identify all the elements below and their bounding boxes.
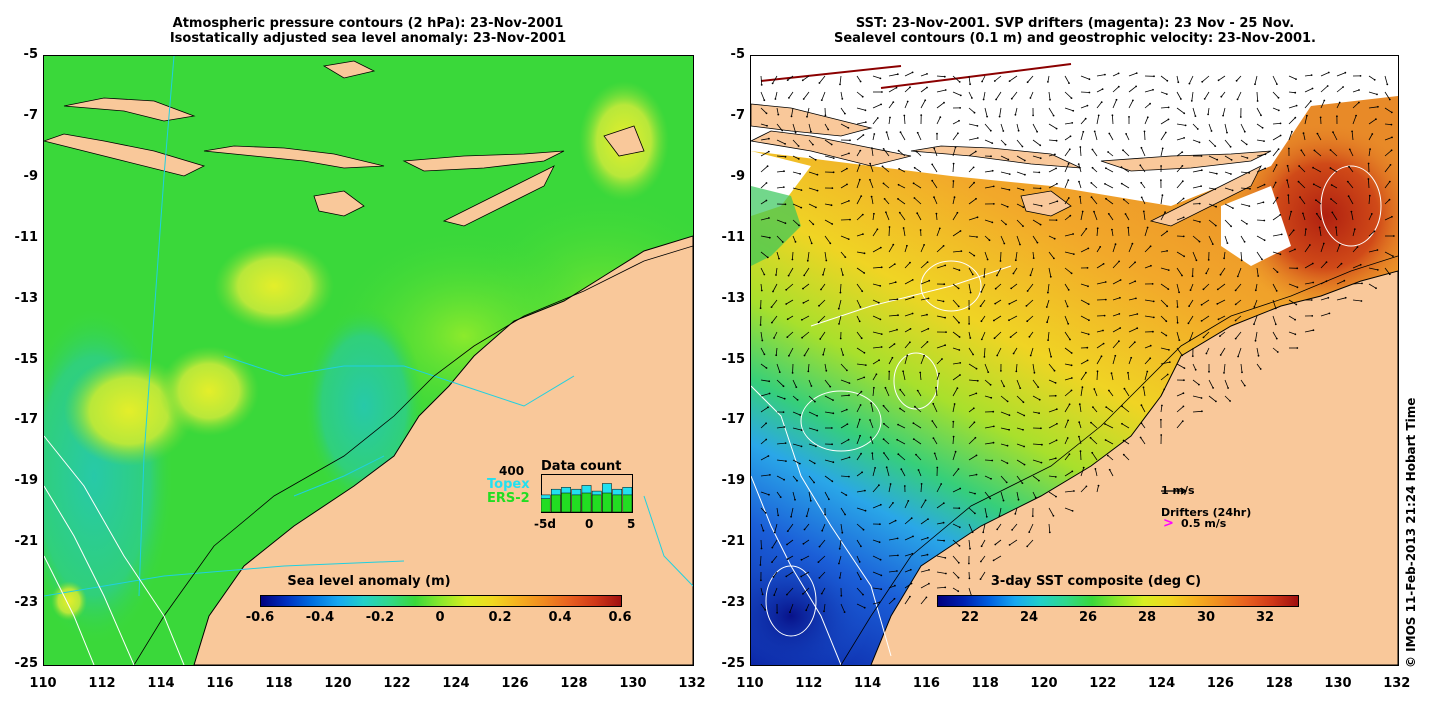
left-y-tick: -15 <box>14 351 39 367</box>
left-y-tick: -11 <box>14 229 39 245</box>
velocity-legend-label: 1 m/s <box>1161 484 1195 497</box>
drifters-speed-label: 0.5 m/s <box>1181 517 1227 530</box>
right-x-tick: 110 <box>736 676 764 691</box>
right-cbar-tick-1: 22 <box>960 610 980 625</box>
left-y-tick: -23 <box>14 595 39 611</box>
right-colorbar <box>937 595 1299 607</box>
left-x-tick: 130 <box>619 676 647 691</box>
right-y-tick: -5 <box>730 47 745 62</box>
ers-bar <box>591 494 602 513</box>
left-x-tick: 124 <box>442 676 470 691</box>
left-x-tick: 120 <box>324 676 352 691</box>
left-cbar-tick-2: -0.4 <box>305 610 335 625</box>
left-y-tick: -21 <box>14 534 39 550</box>
left-x-tick: 116 <box>206 676 234 691</box>
left-cbar-tick-6: 0.4 <box>548 610 572 625</box>
inset-title: Data count <box>541 459 622 474</box>
right-y-tick: -13 <box>721 290 746 306</box>
left-x-tick: 122 <box>383 676 411 691</box>
right-cbar-tick-4: 28 <box>1137 610 1157 625</box>
data-count-inset: 400 Data count Topex ERS-2 -5d 0 5 <box>484 456 644 541</box>
right-y-tick: -9 <box>730 168 745 184</box>
sst-map-graphic <box>751 56 1398 665</box>
right-x-tick: 118 <box>971 676 999 691</box>
left-y-tick: -19 <box>14 473 39 489</box>
inset-ers-label: ERS-2 <box>487 491 530 506</box>
right-y-tick: -11 <box>721 229 746 245</box>
right-y-tick: -25 <box>721 656 746 671</box>
imos-credit: © IMOS 11-Feb-2013 21:24 Hobart Time <box>1404 397 1418 668</box>
right-x-tick: 124 <box>1148 676 1176 691</box>
right-x-tick: 130 <box>1324 676 1352 691</box>
left-y-tick: -13 <box>14 290 39 306</box>
left-y-tick: -25 <box>14 656 39 671</box>
right-y-tick: -15 <box>721 351 746 367</box>
geostrophic-velocity-vectors <box>759 71 1395 614</box>
left-x-tick: 112 <box>88 676 116 691</box>
right-x-tick: 112 <box>795 676 823 691</box>
right-x-tick: 114 <box>854 676 882 691</box>
left-x-tick: 128 <box>560 676 588 691</box>
left-x-tick: 114 <box>147 676 175 691</box>
left-colorbar <box>260 595 622 607</box>
right-y-tick: -7 <box>730 107 745 123</box>
left-y-tick: -9 <box>23 168 38 184</box>
drifters-legend-label: Drifters (24hr) <box>1161 506 1252 519</box>
right-x-tick: 128 <box>1265 676 1293 691</box>
inset-histogram <box>541 474 633 513</box>
ers-bar <box>622 494 633 513</box>
left-colorbar-label: Sea level anomaly (m) <box>287 574 451 589</box>
ers-bar <box>541 498 551 513</box>
right-cbar-tick-3: 26 <box>1078 610 1098 625</box>
drifter-symbol: > <box>1163 516 1174 531</box>
right-title-line1: SST: 23-Nov-2001. SVP drifters (magenta)… <box>855 16 1295 31</box>
ers-bar <box>612 494 623 513</box>
left-title-line2: Isostatically adjusted sea level anomaly… <box>169 31 567 46</box>
right-x-tick: 126 <box>1206 676 1234 691</box>
right-colorbar-label: 3-day SST composite (deg C) <box>990 574 1202 589</box>
right-y-tick: -21 <box>721 534 746 550</box>
right-map-title: SST: 23-Nov-2001. SVP drifters (magenta)… <box>750 16 1400 46</box>
right-title-line2: Sealevel contours (0.1 m) and geostrophi… <box>834 31 1316 46</box>
right-x-tick: 122 <box>1089 676 1117 691</box>
right-x-tick: 132 <box>1383 676 1411 691</box>
left-map-title: Atmospheric pressure contours (2 hPa): 2… <box>43 16 693 46</box>
inset-tick-neg5: -5d <box>534 517 556 531</box>
sea-level-map-graphic <box>44 56 693 665</box>
left-cbar-tick-7: 0.6 <box>608 610 632 625</box>
right-cbar-tick-6: 32 <box>1255 610 1275 625</box>
ers-bar <box>550 494 561 513</box>
right-y-tick: -17 <box>721 412 746 428</box>
inset-tick-5: 5 <box>627 517 636 531</box>
right-y-tick: -19 <box>721 473 746 489</box>
inset-max-label: 400 <box>499 464 525 478</box>
left-cbar-tick-4: 0 <box>435 610 445 625</box>
left-cbar-tick-1: -0.6 <box>245 610 275 625</box>
ers-bar <box>561 492 571 513</box>
left-x-tick: 132 <box>678 676 706 691</box>
left-y-tick: -5 <box>23 47 38 62</box>
left-x-tick: 110 <box>29 676 57 691</box>
left-y-tick: -7 <box>23 107 38 123</box>
left-y-tick: -17 <box>14 412 39 428</box>
velocity-legend-arrow <box>1161 480 1191 499</box>
sea-level-anomaly-map: 400 Data count Topex ERS-2 -5d 0 5 Sea l… <box>43 55 694 666</box>
left-cbar-tick-3: -0.2 <box>365 610 395 625</box>
right-x-tick: 120 <box>1030 676 1058 691</box>
right-x-tick: 116 <box>912 676 940 691</box>
left-cbar-tick-5: 0.2 <box>488 610 512 625</box>
ers-bar <box>581 492 592 513</box>
left-x-tick: 126 <box>501 676 529 691</box>
inset-tick-0: 0 <box>585 517 594 531</box>
inset-topex-label: Topex <box>487 477 530 492</box>
right-cbar-tick-2: 24 <box>1019 610 1039 625</box>
left-title-line1: Atmospheric pressure contours (2 hPa): 2… <box>172 16 564 31</box>
right-cbar-tick-5: 30 <box>1196 610 1216 625</box>
ers-bar <box>571 494 582 513</box>
right-y-tick: -23 <box>721 595 746 611</box>
sst-map: 1 m/s Drifters (24hr) > 0.5 m/s 3-day SS… <box>750 55 1399 666</box>
left-x-tick: 118 <box>265 676 293 691</box>
ers-bar <box>602 492 612 513</box>
